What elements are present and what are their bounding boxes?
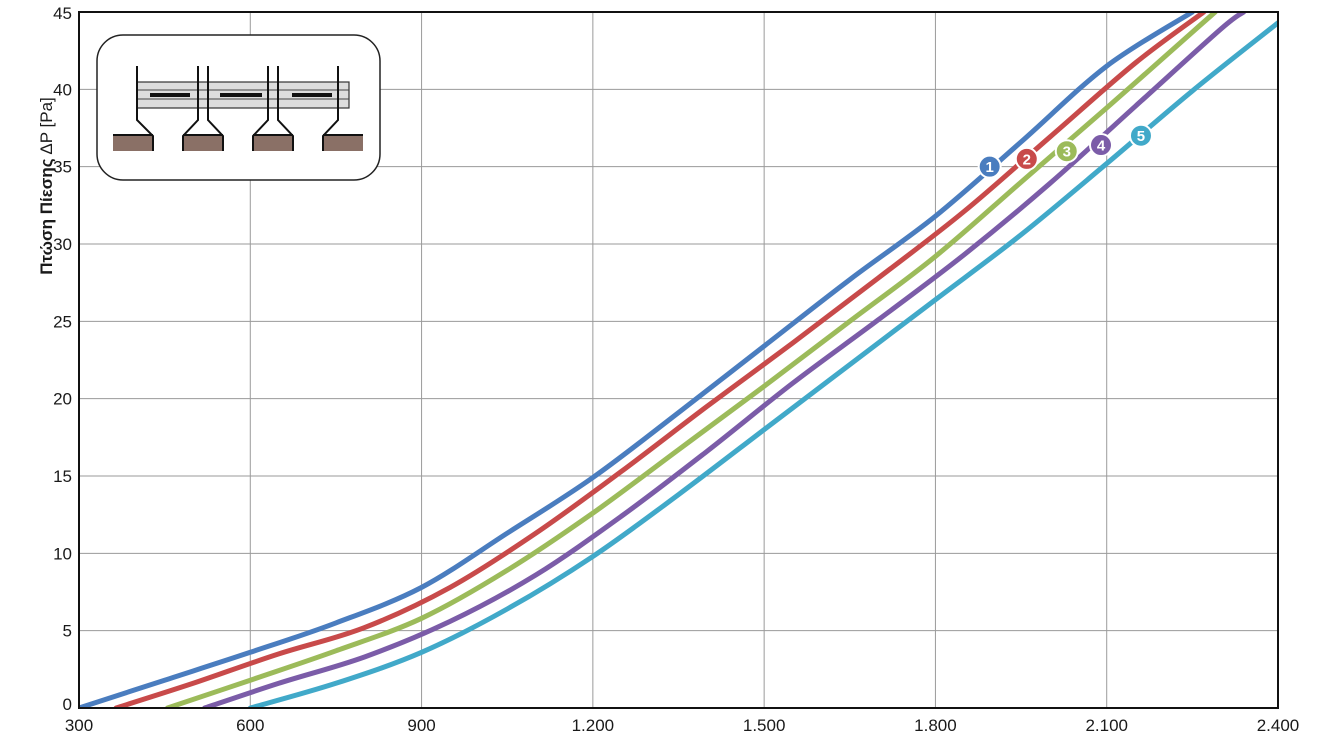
- series-marker-label: 2: [1023, 151, 1031, 168]
- series-marker-label: 5: [1137, 128, 1145, 145]
- series-marker-circle: [1089, 133, 1114, 158]
- x-tick-label: 1.500: [743, 716, 786, 735]
- series-marker-1: 1: [977, 154, 1002, 179]
- series-marker-circle: [977, 154, 1002, 179]
- series-line-3: [165, 12, 1218, 708]
- series-marker-5: 5: [1128, 123, 1153, 148]
- series-marker-2: 2: [1014, 146, 1039, 171]
- y-axis-label: Πτώση Πίεσης ΔP [Pa]: [37, 97, 56, 275]
- damper-grille-diagram-icon: [96, 34, 381, 181]
- x-tick-label: 2.100: [1085, 716, 1128, 735]
- y-tick-label: 20: [53, 390, 72, 409]
- x-tick-label: 900: [407, 716, 435, 735]
- y-axis-tick-labels: 0 5 10 15 20 25 30 35 40 45: [53, 4, 72, 714]
- y-tick-label: 35: [53, 158, 72, 177]
- x-tick-label: 2.400: [1257, 716, 1300, 735]
- y-tick-label: 0: [63, 695, 72, 714]
- series-marker-circle: [1128, 123, 1153, 148]
- x-tick-label: 1.800: [914, 716, 957, 735]
- y-tick-label: 45: [53, 4, 72, 23]
- series-marker-circle: [1054, 139, 1079, 164]
- series-lines: [79, 12, 1278, 708]
- series-line-5: [247, 20, 1278, 708]
- series-marker-label: 4: [1097, 138, 1106, 155]
- y-tick-label: 25: [53, 312, 72, 331]
- x-axis-tick-labels: 300 600 900 1.200 1.500 1.800 2.100 2.400: [65, 716, 1299, 735]
- series-marker-label: 3: [1063, 144, 1071, 161]
- y-tick-label: 10: [53, 544, 72, 563]
- series-markers: 1 2 3 4 5: [977, 123, 1153, 179]
- series-line-1: [79, 12, 1195, 708]
- y-axis-label-unit: ΔP [Pa]: [37, 97, 56, 158]
- x-tick-label: 300: [65, 716, 93, 735]
- series-marker-4: 4: [1089, 133, 1114, 158]
- series-line-4: [202, 12, 1247, 708]
- y-tick-label: 5: [63, 622, 72, 641]
- series-marker-3: 3: [1054, 139, 1079, 164]
- x-tick-label: 1.200: [572, 716, 615, 735]
- plot-area-frame: [78, 11, 1279, 709]
- series-line-2: [113, 12, 1207, 708]
- series-marker-circle: [1014, 146, 1039, 171]
- series-marker-label: 1: [985, 159, 993, 176]
- x-tick-label: 600: [236, 716, 264, 735]
- y-tick-label: 40: [53, 80, 72, 99]
- y-tick-label: 30: [53, 235, 72, 254]
- y-tick-label: 15: [53, 467, 72, 486]
- y-axis-label-bold: Πτώση Πίεσης: [37, 158, 56, 275]
